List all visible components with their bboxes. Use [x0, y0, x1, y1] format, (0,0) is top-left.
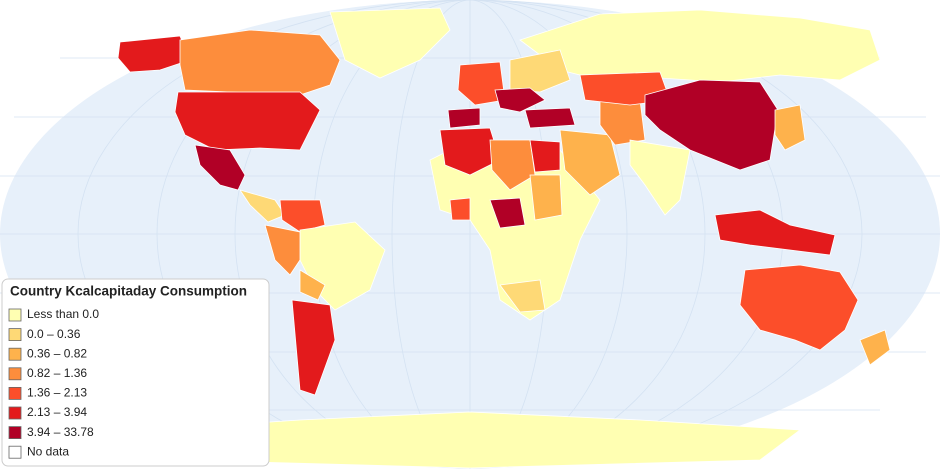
- country: [194, 144, 246, 191]
- country: [299, 269, 326, 301]
- countries: [117, 7, 891, 469]
- legend-swatch: [8, 308, 22, 322]
- legend-swatch: [8, 445, 22, 459]
- legend-swatch: [8, 347, 22, 361]
- country: [529, 174, 563, 221]
- legend-label: 0.0 – 0.36: [27, 327, 81, 341]
- legend-label: 1.36 – 2.13: [27, 386, 87, 400]
- legend-swatch: [8, 406, 22, 420]
- legend-label: 2.13 – 3.94: [27, 405, 87, 419]
- country: [509, 49, 571, 93]
- legend-swatch: [8, 386, 22, 400]
- legend-label: 0.82 – 1.36: [27, 366, 87, 380]
- country: [489, 197, 526, 229]
- country: [117, 35, 191, 73]
- legend-swatch: [8, 426, 22, 440]
- country: [329, 7, 451, 79]
- country: [774, 104, 806, 151]
- legend-label: No data: [27, 444, 69, 458]
- legend-title: Country Kcalcapitaday Consumption: [10, 284, 247, 299]
- country: [179, 29, 341, 96]
- country: [264, 224, 301, 276]
- country: [291, 299, 336, 396]
- country: [739, 264, 859, 351]
- country: [499, 279, 546, 313]
- country: [447, 107, 481, 129]
- country: [859, 329, 891, 366]
- legend-swatch: [8, 328, 22, 342]
- legend-items: Less than 0.0 0.0 – 0.36 0.36 – 0.82 0.82 –…: [8, 307, 99, 459]
- legend-label: 0.36 – 0.82: [27, 346, 87, 360]
- legend-label: Less than 0.0: [27, 307, 99, 321]
- country: [449, 197, 471, 221]
- legend-swatch: [8, 367, 22, 381]
- country: [174, 91, 321, 151]
- country: [439, 127, 501, 176]
- country: [457, 61, 506, 106]
- legend-label: 3.94 – 33.78: [27, 425, 94, 439]
- country: [149, 411, 802, 469]
- country: [529, 139, 561, 173]
- country: [489, 139, 536, 191]
- country: [239, 189, 286, 223]
- country: [559, 129, 621, 196]
- legend-box: [1, 278, 270, 467]
- country: [494, 87, 546, 113]
- country: [644, 79, 779, 171]
- country: [524, 107, 576, 129]
- country: [714, 209, 836, 256]
